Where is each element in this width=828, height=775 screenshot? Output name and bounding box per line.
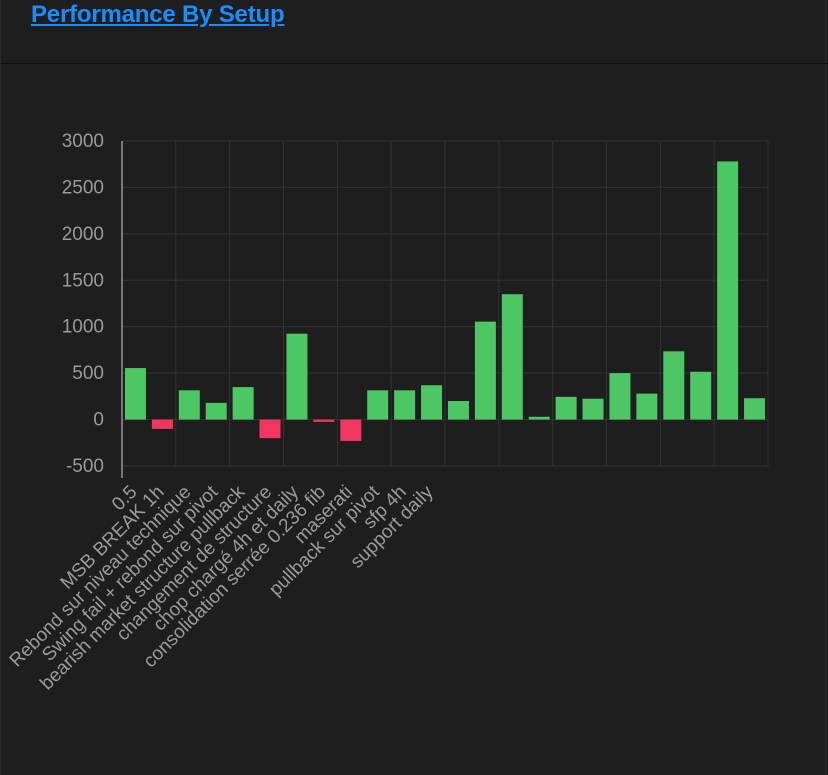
bar[interactable] <box>555 396 577 420</box>
y-tick-label: 1000 <box>62 317 104 338</box>
bar[interactable] <box>394 390 416 420</box>
grid-lines <box>121 140 769 478</box>
panel-header: Performance By Setup <box>1 0 828 64</box>
bar[interactable] <box>474 321 496 420</box>
bar[interactable] <box>259 419 281 439</box>
y-tick-label: 2500 <box>62 177 104 198</box>
y-tick-label: 500 <box>72 363 104 384</box>
bar[interactable] <box>447 401 469 420</box>
bars <box>124 161 766 441</box>
bar[interactable] <box>340 419 362 441</box>
bar[interactable] <box>421 385 443 420</box>
bar[interactable] <box>528 416 550 420</box>
bar[interactable] <box>151 419 173 429</box>
bar[interactable] <box>636 393 658 420</box>
bar[interactable] <box>367 390 389 420</box>
bar[interactable] <box>690 371 712 420</box>
bar[interactable] <box>744 398 766 420</box>
y-tick-label: 2000 <box>62 224 104 245</box>
y-tick-label: -500 <box>66 456 104 477</box>
bar[interactable] <box>582 398 604 420</box>
bar[interactable] <box>124 368 146 420</box>
bar[interactable] <box>313 419 335 422</box>
y-axis-labels: 3000 2500 2000 1500 1000 500 0 -500 <box>62 131 104 477</box>
y-tick-label: 1500 <box>62 270 104 291</box>
y-tick-label: 3000 <box>62 131 104 152</box>
bar[interactable] <box>717 161 739 420</box>
y-tick-label: 0 <box>93 410 104 431</box>
panel-title-link[interactable]: Performance By Setup <box>31 1 285 28</box>
bar[interactable] <box>178 390 200 420</box>
bar[interactable] <box>232 387 254 420</box>
bar[interactable] <box>205 402 227 420</box>
bar[interactable] <box>286 333 308 420</box>
bar[interactable] <box>609 373 631 420</box>
bar[interactable] <box>663 351 685 420</box>
bar[interactable] <box>501 294 523 420</box>
